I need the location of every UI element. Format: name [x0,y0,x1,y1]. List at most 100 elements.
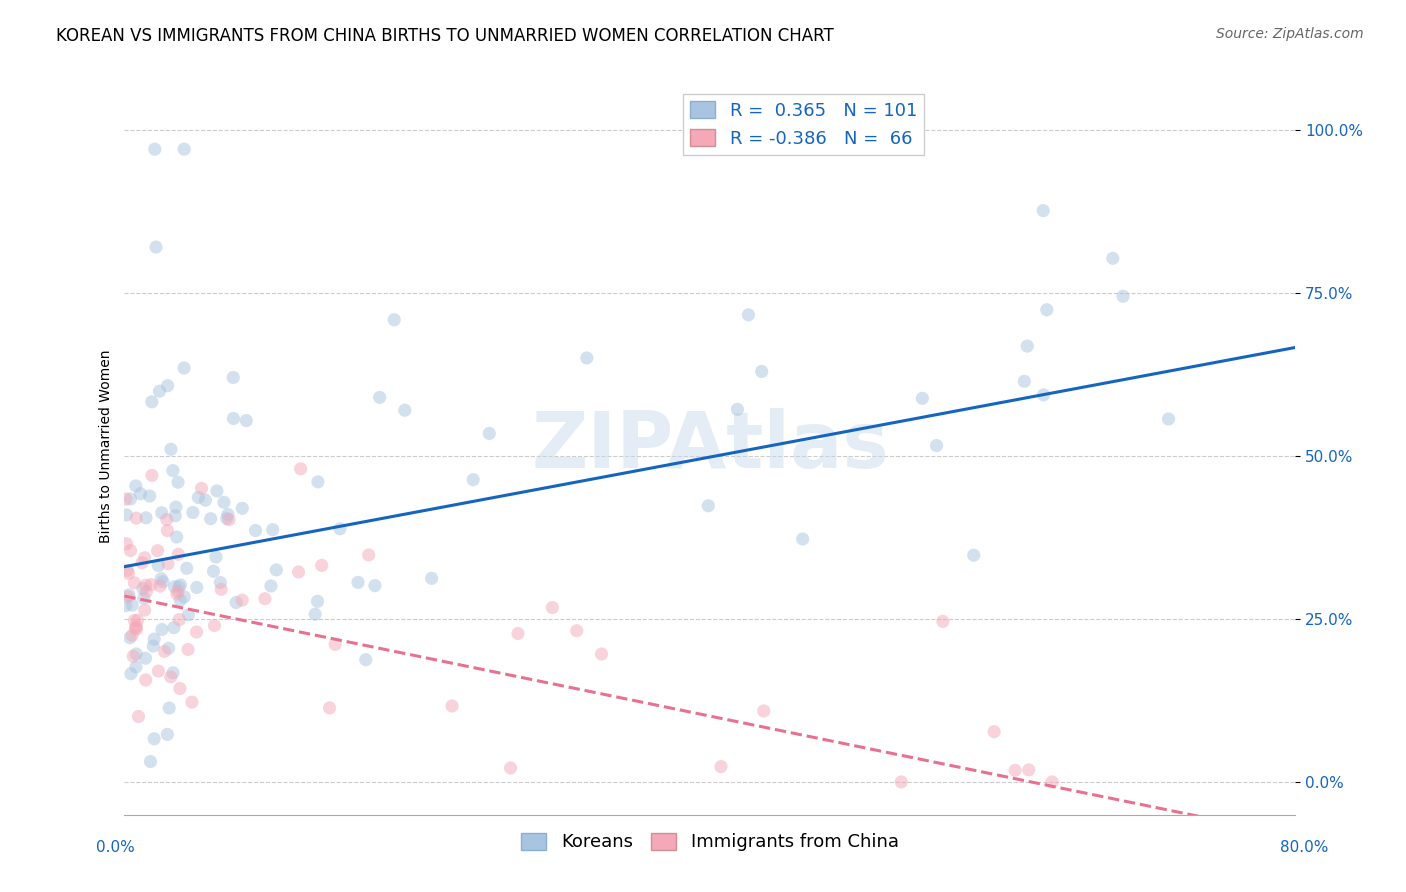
Point [167,613,190,627]
Point [167,475,190,490]
Point [506,626,529,640]
Point [167,580,190,594]
Point [231,501,253,516]
Point [725,402,748,417]
Point [139,755,162,769]
Point [176,561,198,575]
Point [329,522,352,536]
Point [148,664,170,678]
Point [173,361,195,376]
Point [124,621,146,635]
Point [134,603,156,617]
Point [420,571,443,585]
Text: Source: ZipAtlas.com: Source: ZipAtlas.com [1216,27,1364,41]
Point [181,506,204,520]
Y-axis label: Births to Unmarried Women: Births to Unmarried Women [100,350,114,542]
Point [156,378,179,392]
Point [156,557,179,571]
Point [215,511,238,525]
Point [157,641,180,656]
Point [591,647,613,661]
Point [138,489,160,503]
Point [1014,374,1036,388]
Point [751,364,773,378]
Point [357,548,380,562]
Point [499,761,522,775]
Point [304,607,326,622]
Point [135,584,157,599]
Point [463,473,485,487]
Point [1101,252,1123,266]
Point [925,439,948,453]
Point [792,532,814,546]
Point [190,482,212,496]
Point [156,524,179,538]
Point [142,639,165,653]
Point [131,556,153,570]
Point [115,599,138,613]
Point [194,493,217,508]
Point [1018,763,1040,777]
Point [117,566,139,581]
Point [173,142,195,156]
Point [120,491,142,506]
Point [347,575,370,590]
Point [565,624,588,638]
Point [169,681,191,696]
Point [163,621,186,635]
Point [166,587,188,601]
Point [146,543,169,558]
Legend: R =  0.365   N = 101, R = -0.386   N =  66: R = 0.365 N = 101, R = -0.386 N = 66 [683,94,924,155]
Point [165,500,187,514]
Point [737,308,759,322]
Point [121,628,143,642]
Point [141,577,163,591]
Point [177,607,200,622]
Point [169,593,191,607]
Point [162,665,184,680]
Point [117,564,139,578]
Point [932,615,955,629]
Point [253,591,276,606]
Point [890,775,912,789]
Point [124,575,146,590]
Point [120,666,142,681]
Point [125,619,148,633]
Point [122,649,145,664]
Point [135,673,157,687]
Point [575,351,598,365]
Point [141,468,163,483]
Point [143,632,166,646]
Point [209,582,232,597]
Point [115,537,138,551]
Point [167,584,190,599]
Point [187,491,209,505]
Point [145,240,167,254]
Point [266,563,288,577]
Point [710,759,733,773]
Point [150,506,173,520]
Point [200,511,222,525]
Point [697,499,720,513]
Point [222,411,245,425]
Point [143,142,166,156]
Point [169,578,191,592]
Point [217,508,239,522]
Point [134,550,156,565]
Point [127,709,149,723]
Point [441,698,464,713]
Point [368,391,391,405]
Point [1032,388,1054,402]
Point [141,394,163,409]
Point [1032,203,1054,218]
Point [186,625,208,640]
Point [1004,764,1026,778]
Text: 0.0%: 0.0% [96,840,135,855]
Point [186,581,208,595]
Point [260,579,283,593]
Point [218,513,240,527]
Point [963,548,986,562]
Point [354,653,377,667]
Point [152,574,174,589]
Point [121,598,143,612]
